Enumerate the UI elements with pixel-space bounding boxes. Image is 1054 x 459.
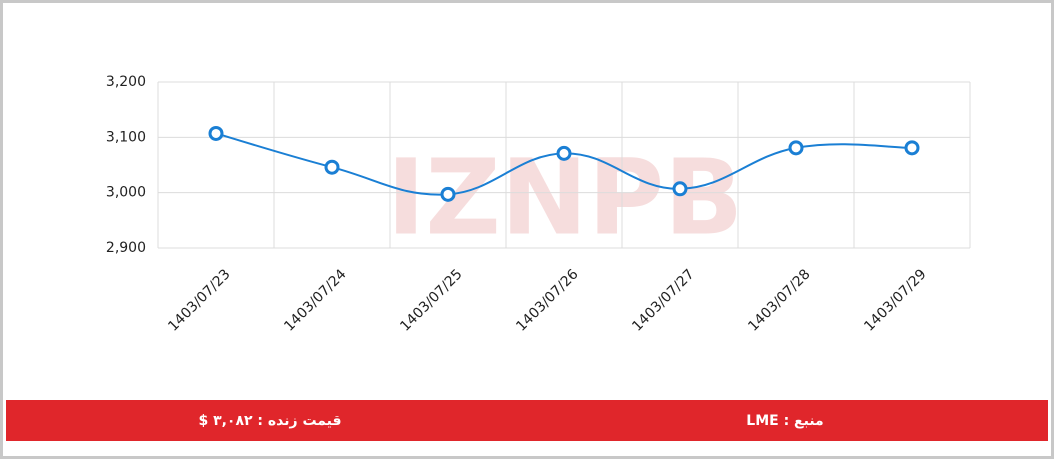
footer-bar — [6, 400, 1048, 441]
point — [556, 145, 572, 161]
point — [440, 186, 456, 202]
point — [788, 140, 804, 156]
live-price: قیمت زنده : ۳,۰۸۲ $ — [198, 413, 341, 429]
point — [904, 140, 920, 156]
point — [324, 159, 340, 175]
source: منبع : LME — [746, 413, 823, 429]
y-tick-label: 3,000 — [106, 185, 146, 201]
point — [672, 181, 688, 197]
point — [208, 125, 224, 141]
y-tick-label: 3,100 — [106, 129, 146, 145]
y-tick-label: 3,200 — [106, 74, 146, 90]
y-tick-label: 2,900 — [106, 240, 146, 256]
